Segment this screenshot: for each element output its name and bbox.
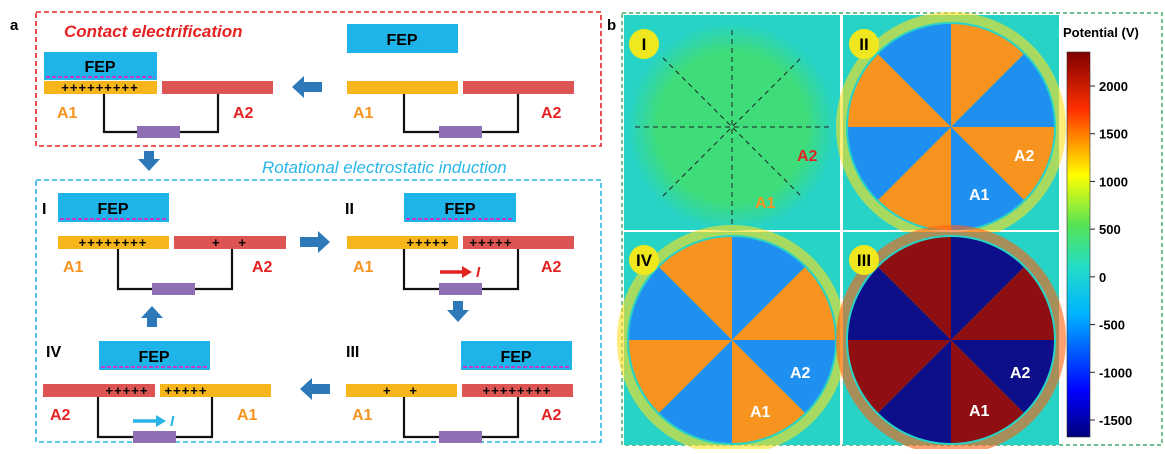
contact-state-touching: FEP +++++++++ A1 A2	[44, 52, 273, 138]
a1-label: A1	[969, 187, 990, 204]
electrode-a1	[347, 81, 458, 94]
load-resistor	[152, 283, 195, 295]
fep-label: FEP	[386, 32, 417, 49]
colorbar-tick-label: -1000	[1099, 365, 1132, 380]
current-label: I	[170, 413, 175, 430]
sim-roman: II	[859, 35, 868, 54]
load-resistor	[439, 126, 482, 138]
arrow-down	[138, 151, 160, 171]
a2-label: A2	[50, 407, 71, 424]
colorbar-tick-label: 2000	[1099, 79, 1128, 94]
stage-iv: IV FEP +++++ +++++ A2 A1 I	[43, 341, 271, 443]
charges-a1: + +	[383, 383, 419, 398]
stage-label: III	[346, 344, 359, 361]
arrow-left	[300, 378, 330, 400]
charges-a2: ++++++++	[483, 383, 552, 398]
sim-iv: IV A2 A1	[622, 230, 842, 449]
charges-a2: +++++	[470, 235, 513, 250]
electrode-a2	[162, 81, 273, 94]
charges-a1: +++++	[407, 235, 450, 250]
a2-label: A2	[1010, 365, 1031, 382]
charges-a1: +++++	[165, 383, 208, 398]
a2-label: A2	[233, 105, 254, 122]
colorbar-gradient	[1067, 52, 1090, 437]
a2-label: A2	[541, 105, 562, 122]
current-arrow	[133, 415, 166, 427]
fep-label: FEP	[138, 349, 169, 366]
colorbar: Potential (V) 2000 1500 1000 500 0 -500 -1000 -…	[1063, 25, 1139, 437]
fep-label: FEP	[444, 201, 475, 218]
charges-a1: ++++++++	[79, 235, 148, 250]
colorbar-ticks: 2000 1500 1000 500 0 -500 -1000 -1500	[1090, 79, 1132, 428]
contact-state-separated: FEP A1 A2	[347, 24, 574, 138]
electrode-a2	[463, 81, 574, 94]
a2-label: A2	[1014, 148, 1035, 165]
a2-label: A2	[797, 148, 818, 165]
current-arrow	[440, 266, 472, 278]
sim-roman: IV	[636, 251, 653, 270]
a2-label: A2	[541, 259, 562, 276]
stage-label: I	[42, 201, 46, 218]
a1-label: A1	[57, 105, 78, 122]
current-label: I	[476, 264, 481, 281]
fep-label: FEP	[500, 349, 531, 366]
sim-iii: III A2 A1	[841, 230, 1061, 449]
colorbar-tick-label: 0	[1099, 270, 1106, 285]
charges-a2: + +	[212, 235, 248, 250]
load-resistor	[439, 283, 482, 295]
induction-title: Rotational electrostatic induction	[262, 158, 507, 177]
a2-label: A2	[252, 259, 273, 276]
colorbar-tick-label: 1000	[1099, 174, 1128, 189]
stage-label: IV	[46, 344, 61, 361]
load-resistor	[133, 431, 176, 443]
colorbar-tick-label: 500	[1099, 222, 1121, 237]
a1-label: A1	[969, 403, 990, 420]
stage-i: I FEP ++++++++ + + A1 A2	[42, 193, 286, 295]
colorbar-title: Potential (V)	[1063, 25, 1139, 40]
charges-a2: +++++	[106, 383, 149, 398]
uniform-disc	[628, 23, 836, 231]
a2-label: A2	[790, 365, 811, 382]
contact-electrification-title: Contact electrification	[64, 22, 243, 41]
a1-label: A1	[750, 404, 771, 421]
a1-label: A1	[237, 407, 258, 424]
load-resistor	[439, 431, 482, 443]
a2-label: A2	[541, 407, 562, 424]
panel-b-label: b	[607, 17, 616, 34]
a1-label: A1	[353, 259, 374, 276]
a1-label: A1	[352, 407, 373, 424]
colorbar-tick-label: 1500	[1099, 127, 1128, 142]
sim-roman: I	[642, 35, 647, 54]
colorbar-tick-label: -1500	[1099, 413, 1132, 428]
a1-label: A1	[63, 259, 84, 276]
sim-roman: III	[857, 251, 871, 270]
panel-a-label: a	[10, 17, 19, 34]
stage-iii: III FEP + + ++++++++ A1 A2	[346, 341, 573, 443]
arrow-down	[447, 301, 469, 322]
stage-label: II	[345, 201, 354, 218]
a1-label: A1	[755, 195, 776, 212]
a1-label: A1	[353, 105, 374, 122]
load-resistor	[137, 126, 180, 138]
arrow-left	[292, 76, 322, 98]
colorbar-tick-label: -500	[1099, 318, 1125, 333]
fep-label: FEP	[84, 59, 115, 76]
stage-ii: II FEP +++++ +++++ A1 A2 I	[345, 193, 574, 295]
arrow-up	[141, 306, 163, 327]
arrow-right	[300, 231, 330, 253]
sim-ii: II A2 A1	[841, 15, 1061, 237]
sim-i: I A2 A1	[624, 15, 840, 231]
positive-charges: +++++++++	[61, 80, 138, 95]
fep-label: FEP	[97, 201, 128, 218]
